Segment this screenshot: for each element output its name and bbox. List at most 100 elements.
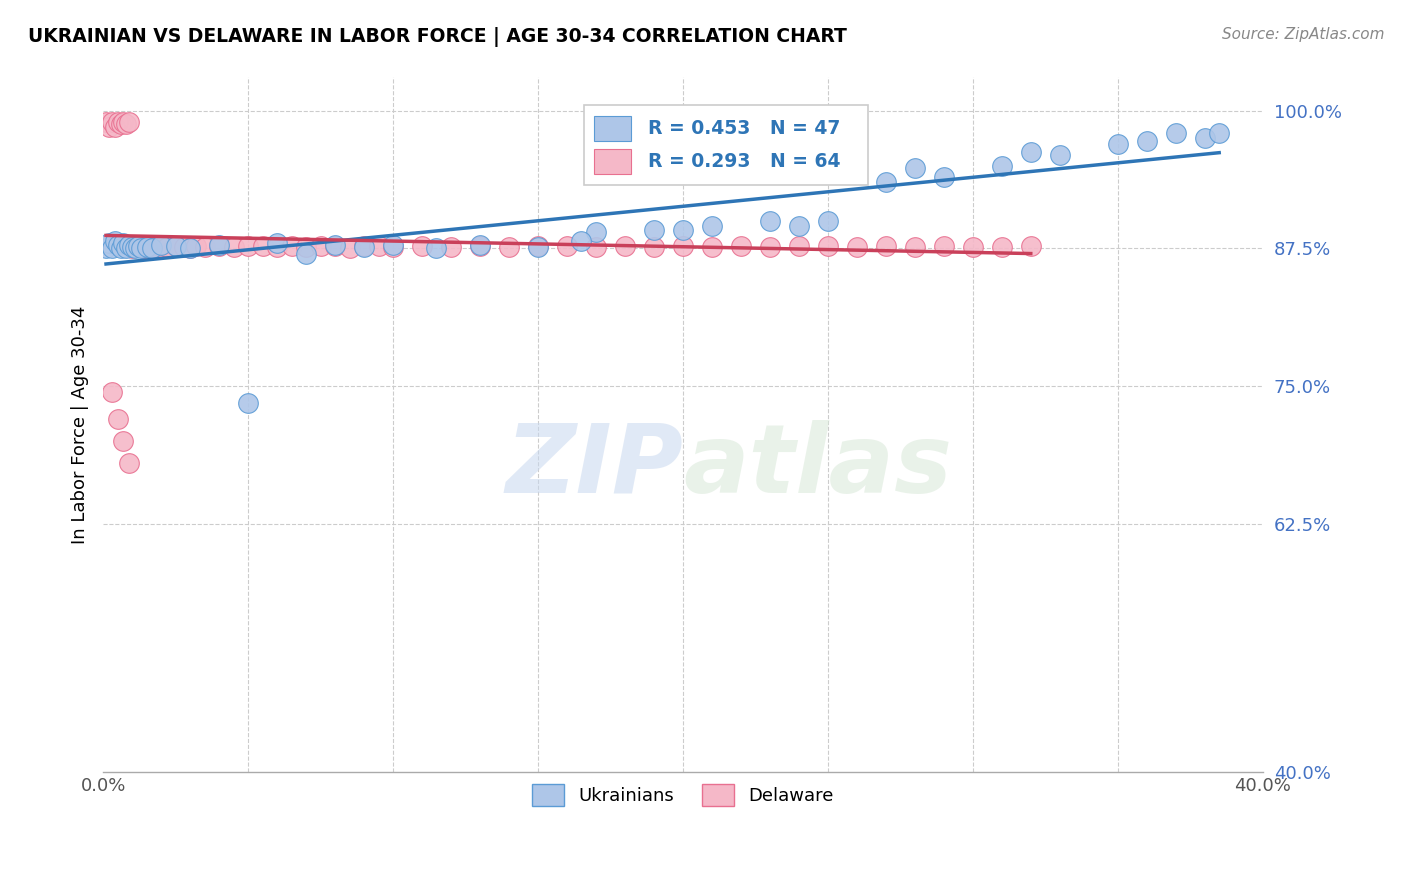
Point — [904, 161, 927, 175]
Point — [280, 239, 302, 253]
Point — [411, 239, 433, 253]
Point — [132, 241, 155, 255]
Point — [468, 238, 491, 252]
Point — [121, 240, 143, 254]
Point — [1136, 135, 1159, 149]
Point — [991, 240, 1014, 254]
Point — [124, 241, 146, 255]
Point — [339, 241, 361, 255]
Point — [173, 240, 195, 254]
Point — [904, 240, 927, 254]
Point — [527, 240, 550, 254]
Point — [97, 235, 120, 250]
Point — [118, 456, 141, 470]
Point — [932, 169, 955, 184]
Point — [672, 222, 695, 236]
Point — [585, 225, 607, 239]
Point — [845, 240, 868, 254]
Point — [222, 240, 245, 254]
Point — [1208, 126, 1230, 140]
Point — [382, 238, 405, 252]
Point — [104, 234, 127, 248]
Point — [115, 117, 138, 131]
Point — [613, 239, 636, 253]
Point — [700, 219, 723, 234]
Text: R = 0.453   N = 47: R = 0.453 N = 47 — [648, 120, 841, 138]
Point — [759, 240, 782, 254]
Point — [179, 241, 201, 255]
FancyBboxPatch shape — [593, 149, 631, 174]
Point — [266, 235, 288, 250]
Point — [118, 238, 141, 252]
Point — [112, 434, 135, 449]
Point — [107, 412, 129, 426]
Point — [295, 247, 318, 261]
Point — [252, 239, 274, 253]
Point — [1194, 131, 1216, 145]
Point — [107, 114, 129, 128]
Point — [571, 234, 593, 248]
Point — [440, 240, 463, 254]
Point — [672, 239, 695, 253]
Point — [759, 214, 782, 228]
Point — [101, 384, 124, 399]
Point — [150, 240, 173, 254]
Point — [323, 239, 346, 253]
Point — [643, 240, 665, 254]
Point — [962, 240, 984, 254]
Point — [118, 114, 141, 128]
Point — [141, 239, 163, 253]
Point — [353, 239, 375, 253]
Point — [875, 175, 897, 189]
Point — [101, 241, 124, 255]
Point — [143, 240, 166, 254]
Point — [1019, 145, 1042, 160]
Point — [97, 120, 120, 134]
Point — [1019, 239, 1042, 253]
Text: Source: ZipAtlas.com: Source: ZipAtlas.com — [1222, 27, 1385, 42]
Point — [107, 238, 129, 252]
Point — [309, 239, 332, 253]
Point — [1107, 136, 1129, 151]
Point — [127, 240, 149, 254]
Point — [787, 239, 810, 253]
Point — [266, 240, 288, 254]
Point — [353, 240, 375, 254]
Point — [236, 395, 259, 409]
Point — [129, 241, 152, 255]
Point — [875, 239, 897, 253]
Point — [817, 239, 839, 253]
Point — [165, 239, 187, 253]
Point — [1049, 147, 1071, 161]
Point — [1164, 126, 1187, 140]
Point — [555, 239, 578, 253]
Point — [932, 239, 955, 253]
Point — [150, 238, 173, 252]
Point — [585, 240, 607, 254]
Legend: Ukrainians, Delaware: Ukrainians, Delaware — [523, 775, 844, 815]
Point — [94, 114, 117, 128]
Point — [208, 239, 231, 253]
Text: R = 0.293   N = 64: R = 0.293 N = 64 — [648, 152, 841, 171]
Point — [135, 240, 157, 254]
Point — [498, 240, 520, 254]
Point — [179, 241, 201, 255]
Point — [700, 240, 723, 254]
Point — [527, 239, 550, 253]
Point — [156, 240, 179, 254]
FancyBboxPatch shape — [585, 105, 869, 186]
Text: ZIP: ZIP — [505, 420, 683, 513]
Point — [208, 238, 231, 252]
Point — [129, 238, 152, 252]
Point — [110, 241, 132, 255]
Point — [323, 238, 346, 252]
Point — [165, 239, 187, 253]
Point — [141, 241, 163, 255]
Point — [112, 114, 135, 128]
Point — [94, 241, 117, 255]
Point — [730, 239, 752, 253]
Point — [468, 239, 491, 253]
Y-axis label: In Labor Force | Age 30-34: In Labor Force | Age 30-34 — [72, 306, 89, 544]
Point — [991, 159, 1014, 173]
Point — [112, 235, 135, 250]
